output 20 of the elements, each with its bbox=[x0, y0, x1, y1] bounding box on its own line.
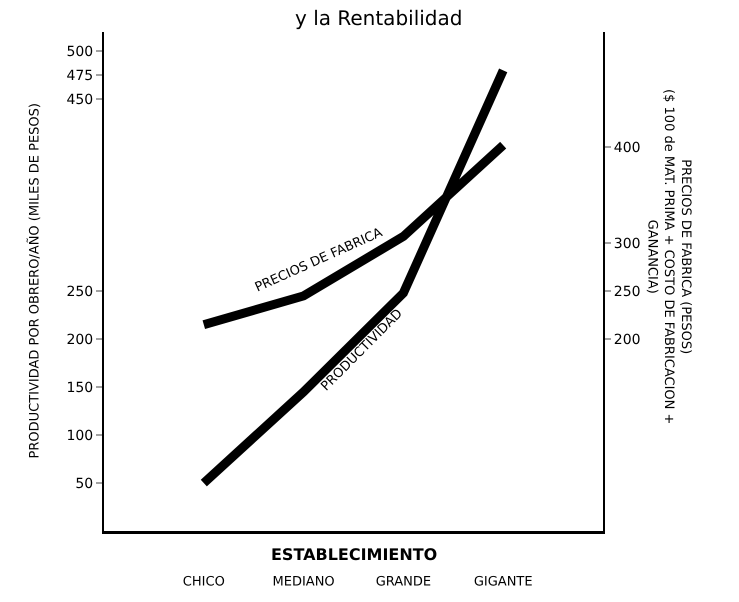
y-tick-label: 475 bbox=[66, 68, 94, 84]
y-axis-title: PRODUCTIVIDAD POR OBRERO/AÑO (MILES DE PESOS) bbox=[26, 103, 42, 458]
y-tick-label: 50 bbox=[75, 476, 94, 492]
chart-title: y la Rentabilidad bbox=[295, 6, 462, 30]
y2-tick-label: 400 bbox=[614, 140, 641, 156]
y2-tick-label: 250 bbox=[614, 284, 641, 300]
x-tick-label: CHICO bbox=[182, 574, 225, 590]
y-tick-label: 500 bbox=[66, 44, 94, 60]
x-tick-label: GRANDE bbox=[376, 574, 432, 590]
y2-tick-label: 300 bbox=[614, 236, 641, 252]
y-tick-label: 250 bbox=[66, 284, 94, 300]
y2-axis-title: PRECIOS DE FABRICA (PESOS) ($ 100 de MAT. PRIMA + COSTO DE FABRICACION + GANANCIA) bbox=[644, 89, 694, 424]
x-tick-label: MEDIANO bbox=[272, 574, 335, 590]
y-tick-label: 150 bbox=[66, 380, 94, 396]
x-axis-title: ESTABLECIMIENTO bbox=[271, 545, 438, 564]
y-tick-label: 450 bbox=[66, 92, 94, 108]
y2-tick-label: 200 bbox=[614, 332, 641, 348]
x-tick-label: GIGANTE bbox=[474, 574, 533, 590]
y-tick-label: 200 bbox=[66, 332, 94, 348]
y-tick-label: 100 bbox=[66, 428, 94, 444]
